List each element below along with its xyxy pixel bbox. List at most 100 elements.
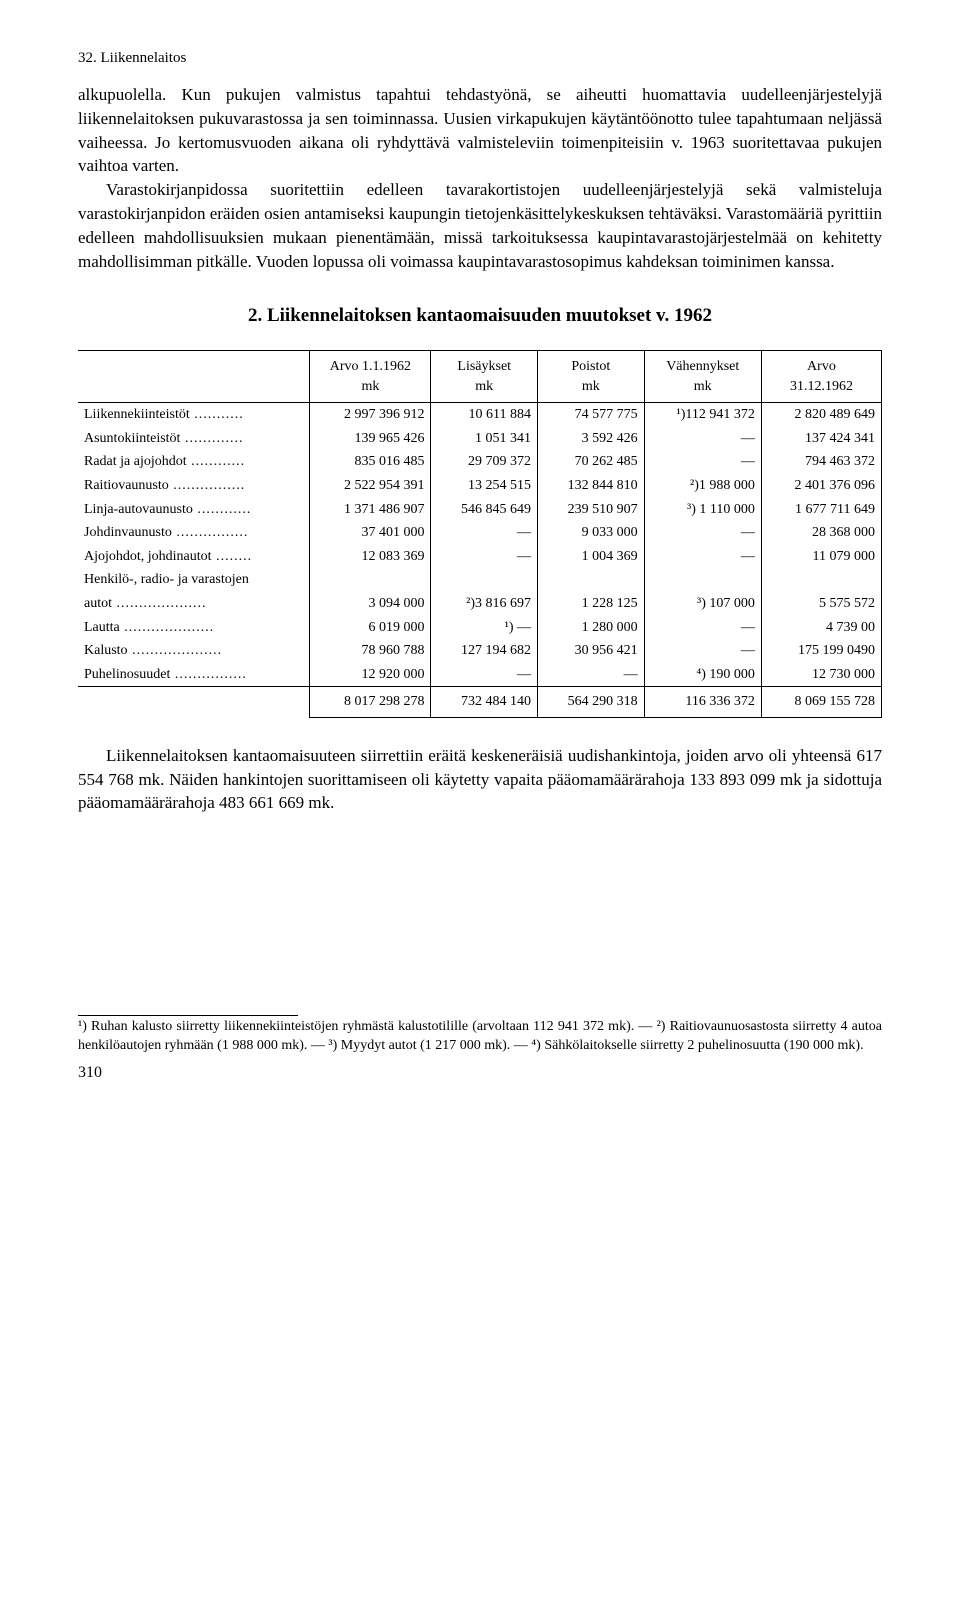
- cell-value: 3 094 000: [310, 592, 431, 616]
- col-arvo-1962-12: Arvo31.12.1962: [761, 350, 881, 402]
- page-number: 310: [78, 1062, 882, 1084]
- cell-value: —: [644, 427, 761, 451]
- cell-value: —: [644, 616, 761, 640]
- row-label: autot ....................: [78, 592, 310, 616]
- row-label: Ajojohdot, johdinautot ........: [78, 545, 310, 569]
- cell-value: ¹)112 941 372: [644, 403, 761, 427]
- cell-value: 37 401 000: [310, 521, 431, 545]
- cell-value: 835 016 485: [310, 450, 431, 474]
- cell-value: 70 262 485: [538, 450, 645, 474]
- cell-value: ³) 107 000: [644, 592, 761, 616]
- cell-value: 139 965 426: [310, 427, 431, 451]
- cell-value: 1 280 000: [538, 616, 645, 640]
- cell-value: 11 079 000: [761, 545, 881, 569]
- cell-value: [761, 568, 881, 592]
- row-label: Asuntokiinteistöt .............: [78, 427, 310, 451]
- cell-value: 1 051 341: [431, 427, 538, 451]
- cell-value: 137 424 341: [761, 427, 881, 451]
- row-label: Radat ja ajojohdot ............: [78, 450, 310, 474]
- body-paragraphs: alkupuolella. Kun pukujen valmistus tapa…: [78, 83, 882, 273]
- cell-value: 2 997 396 912: [310, 403, 431, 427]
- cell-value: 13 254 515: [431, 474, 538, 498]
- cell-value: ²)1 988 000: [644, 474, 761, 498]
- cell-value: 2 820 489 649: [761, 403, 881, 427]
- total-value: 8 017 298 278: [310, 687, 431, 718]
- total-value: 732 484 140: [431, 687, 538, 718]
- cell-value: 78 960 788: [310, 639, 431, 663]
- table-row: Asuntokiinteistöt .............139 965 4…: [78, 427, 882, 451]
- cell-value: 6 019 000: [310, 616, 431, 640]
- cell-value: 5 575 572: [761, 592, 881, 616]
- cell-value: 2 522 954 391: [310, 474, 431, 498]
- total-label: [78, 687, 310, 718]
- cell-value: 546 845 649: [431, 498, 538, 522]
- table-row: Henkilö-, radio- ja varastojen: [78, 568, 882, 592]
- cell-value: ³) 1 110 000: [644, 498, 761, 522]
- table-row: Radat ja ajojohdot ............835 016 4…: [78, 450, 882, 474]
- row-label: Lautta ....................: [78, 616, 310, 640]
- table-row: Johdinvaunusto ................37 401 00…: [78, 521, 882, 545]
- after-table-paragraph: Liikennelaitoksen kantaomaisuuteen siirr…: [78, 744, 882, 815]
- table-row: Puhelinosuudet ................12 920 00…: [78, 663, 882, 687]
- table-row: autot ....................3 094 000²)3 8…: [78, 592, 882, 616]
- col-arvo-1962-01: Arvo 1.1.1962mk: [310, 350, 431, 402]
- table-row: Liikennekiinteistöt ...........2 997 396…: [78, 403, 882, 427]
- cell-value: 12 920 000: [310, 663, 431, 687]
- cell-value: —: [538, 663, 645, 687]
- col-lisaykset: Lisäyksetmk: [431, 350, 538, 402]
- cell-value: —: [431, 521, 538, 545]
- cell-value: 12 083 369: [310, 545, 431, 569]
- cell-value: [538, 568, 645, 592]
- cell-value: 4 739 00: [761, 616, 881, 640]
- paragraph-2: Varastokirjanpidossa suoritettiin edelle…: [78, 178, 882, 273]
- cell-value: 1 228 125: [538, 592, 645, 616]
- cell-value: ¹) —: [431, 616, 538, 640]
- row-label: Johdinvaunusto ................: [78, 521, 310, 545]
- cell-value: 794 463 372: [761, 450, 881, 474]
- cell-value: —: [644, 545, 761, 569]
- cell-value: [431, 568, 538, 592]
- cell-value: 10 611 884: [431, 403, 538, 427]
- cell-value: 2 401 376 096: [761, 474, 881, 498]
- total-value: 8 069 155 728: [761, 687, 881, 718]
- col-blank: [78, 350, 310, 402]
- row-label: Raitiovaunusto ................: [78, 474, 310, 498]
- cell-value: 28 368 000: [761, 521, 881, 545]
- row-label: Puhelinosuudet ................: [78, 663, 310, 687]
- cell-value: 29 709 372: [431, 450, 538, 474]
- cell-value: 127 194 682: [431, 639, 538, 663]
- row-label: Kalusto ....................: [78, 639, 310, 663]
- cell-value: —: [431, 663, 538, 687]
- cell-value: 1 004 369: [538, 545, 645, 569]
- cell-value: 132 844 810: [538, 474, 645, 498]
- section-heading: 2. Liikennelaitoksen kantaomaisuuden muu…: [78, 303, 882, 330]
- cell-value: 239 510 907: [538, 498, 645, 522]
- cell-value: 3 592 426: [538, 427, 645, 451]
- cell-value: 12 730 000: [761, 663, 881, 687]
- cell-value: ²)3 816 697: [431, 592, 538, 616]
- cell-value: 1 371 486 907: [310, 498, 431, 522]
- footnotes: ¹) Ruhan kalusto siirretty liikennekiint…: [78, 1018, 882, 1056]
- cell-value: ⁴) 190 000: [644, 663, 761, 687]
- total-value: 116 336 372: [644, 687, 761, 718]
- row-label: Liikennekiinteistöt ...........: [78, 403, 310, 427]
- col-poistot: Poistotmk: [538, 350, 645, 402]
- paragraph-1: alkupuolella. Kun pukujen valmistus tapa…: [78, 83, 882, 178]
- table-row: Kalusto ....................78 960 78812…: [78, 639, 882, 663]
- cell-value: 74 577 775: [538, 403, 645, 427]
- asset-changes-table: Arvo 1.1.1962mk Lisäyksetmk Poistotmk Vä…: [78, 350, 882, 718]
- cell-value: —: [644, 639, 761, 663]
- cell-value: 30 956 421: [538, 639, 645, 663]
- table-total-row: 8 017 298 278732 484 140564 290 318116 3…: [78, 687, 882, 718]
- cell-value: 9 033 000: [538, 521, 645, 545]
- total-value: 564 290 318: [538, 687, 645, 718]
- col-vahennykset: Vähennyksetmk: [644, 350, 761, 402]
- row-label: Henkilö-, radio- ja varastojen: [78, 568, 310, 592]
- table-row: Linja-autovaunusto ............1 371 486…: [78, 498, 882, 522]
- table-row: Ajojohdot, johdinautot ........12 083 36…: [78, 545, 882, 569]
- row-label: Linja-autovaunusto ............: [78, 498, 310, 522]
- cell-value: —: [431, 545, 538, 569]
- running-header: 32. Liikennelaitos: [78, 48, 882, 69]
- cell-value: —: [644, 521, 761, 545]
- table-row: Raitiovaunusto ................2 522 954…: [78, 474, 882, 498]
